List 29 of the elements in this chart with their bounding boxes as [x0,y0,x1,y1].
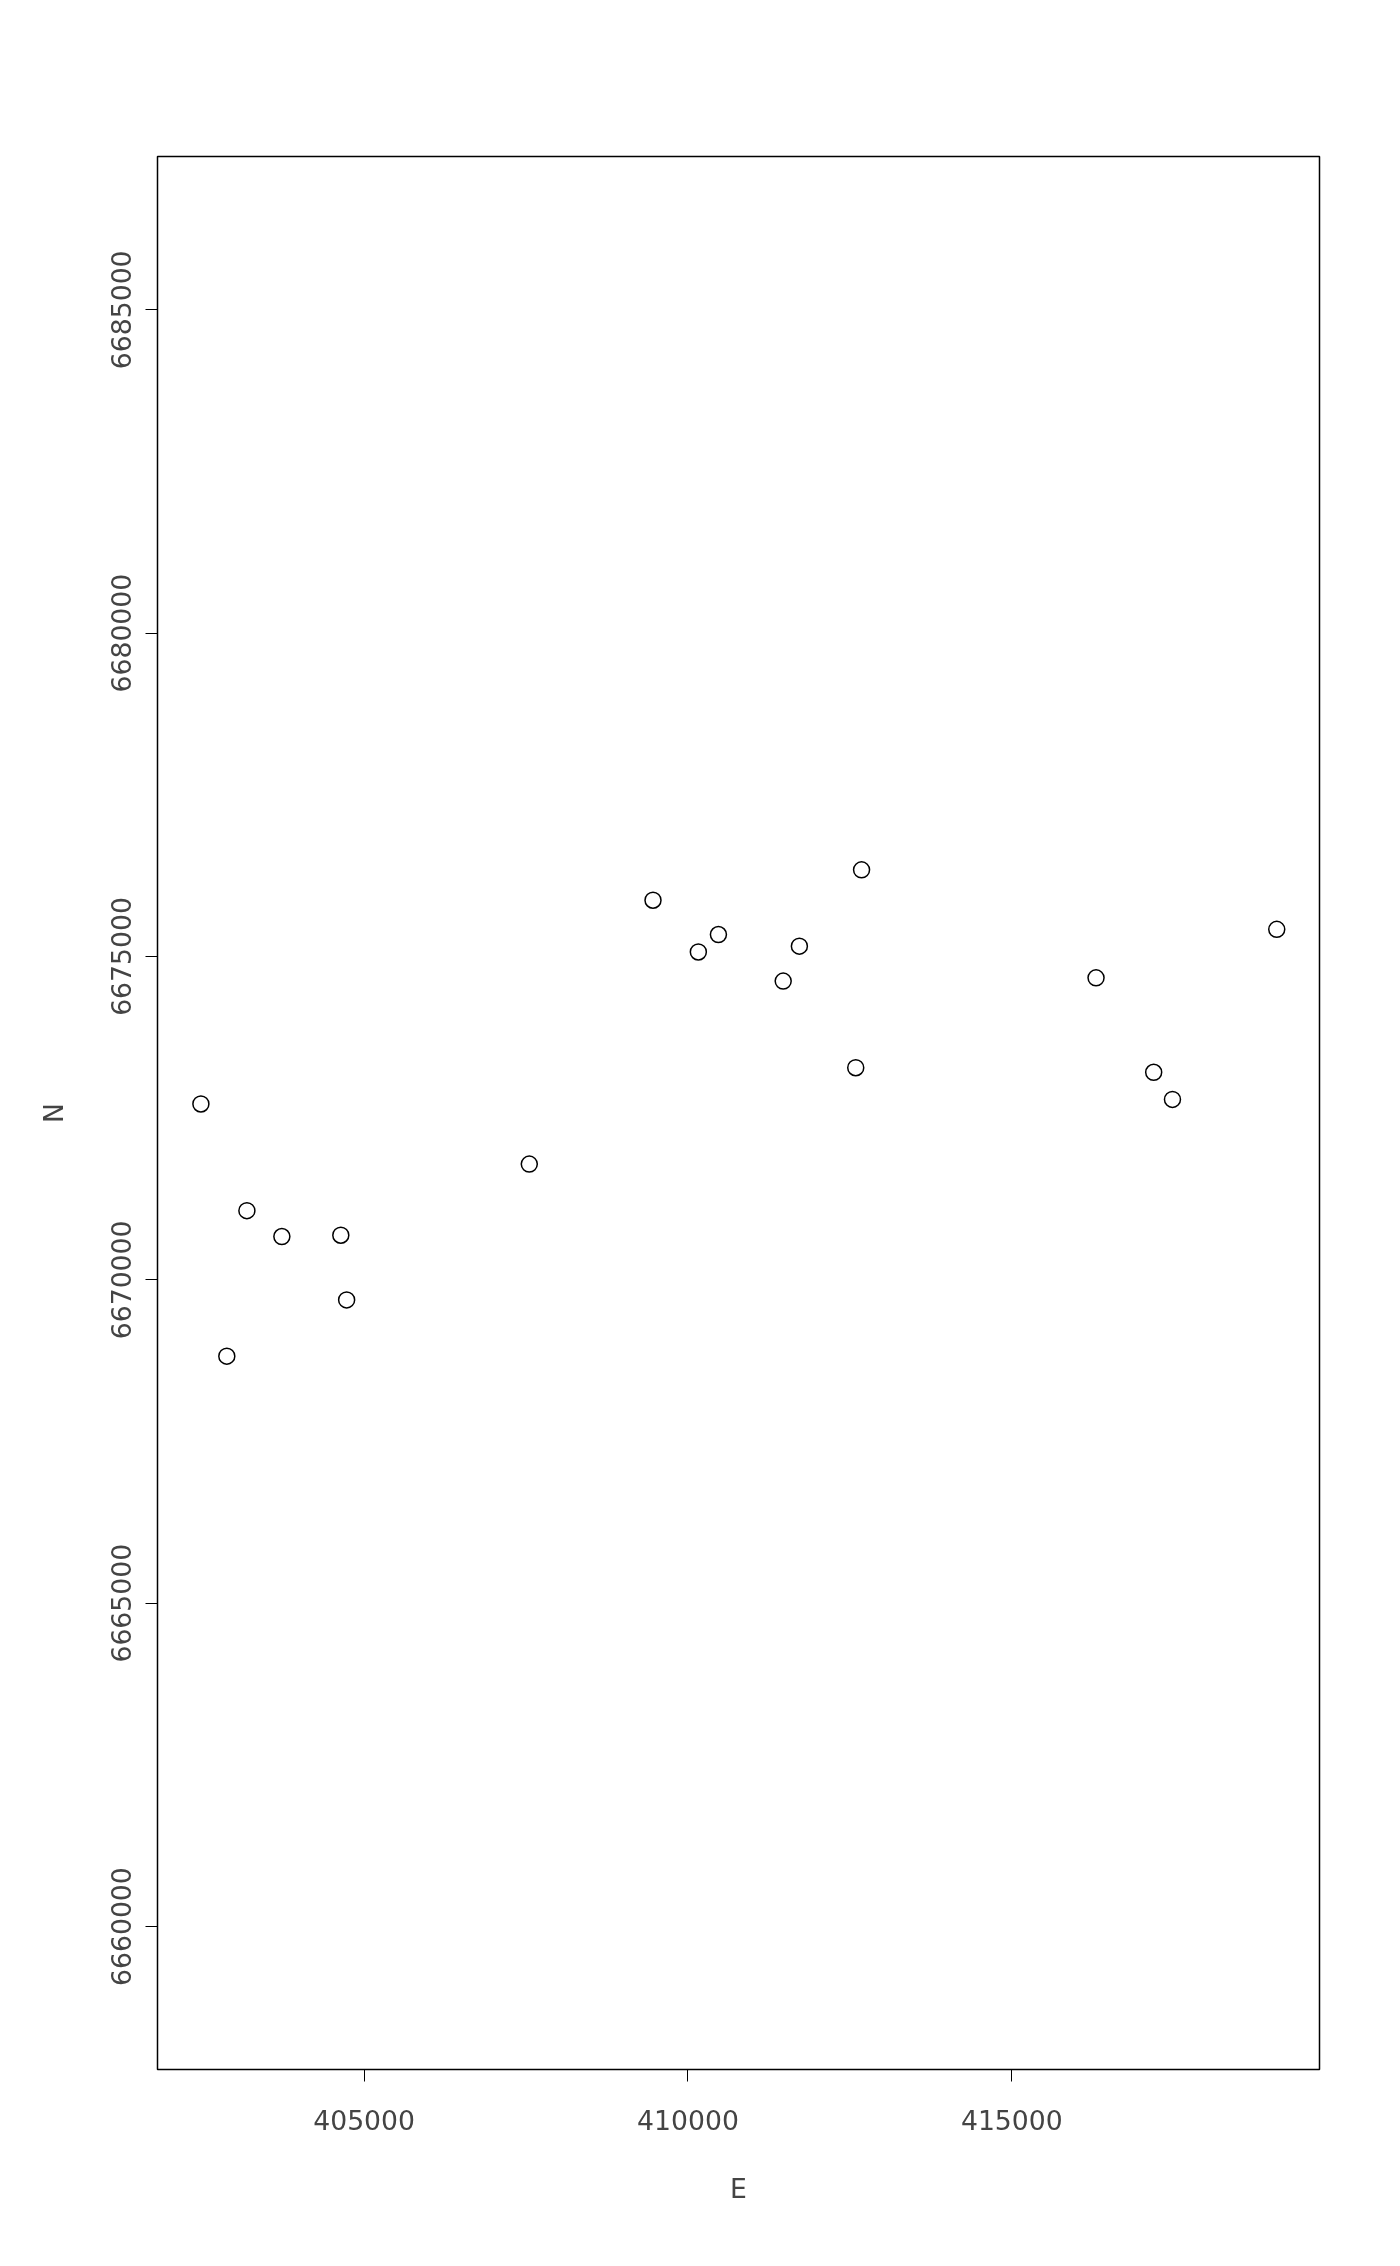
point [337,1291,356,1309]
x-tick-label: 410000 [637,2104,739,2136]
point [218,1347,236,1365]
point [644,891,662,909]
point [774,972,792,990]
point [1144,1063,1163,1081]
y-tick-label: 6670000 [106,1220,138,1340]
point [1163,1090,1182,1109]
point [238,1201,256,1220]
y-tick-label: 6660000 [106,1867,138,1986]
point [846,1059,865,1077]
point [790,937,809,955]
x-axis-title: E [730,2172,747,2204]
point [332,1226,350,1244]
y-tick-label: 6685000 [106,250,138,370]
y-tick-label: 6680000 [106,573,138,693]
point [273,1227,291,1246]
x-tick-label: 415000 [960,2104,1063,2136]
y-axis-title: N [37,1103,69,1123]
point [192,1095,210,1113]
point [689,943,708,961]
point [709,925,728,944]
point [520,1155,539,1173]
point [1268,920,1286,939]
point [852,861,871,879]
x-tick-label: 405000 [313,2104,416,2136]
point [1087,969,1105,987]
y-tick-label: 6665000 [106,1543,138,1663]
y-tick-label: 6675000 [106,897,138,1016]
